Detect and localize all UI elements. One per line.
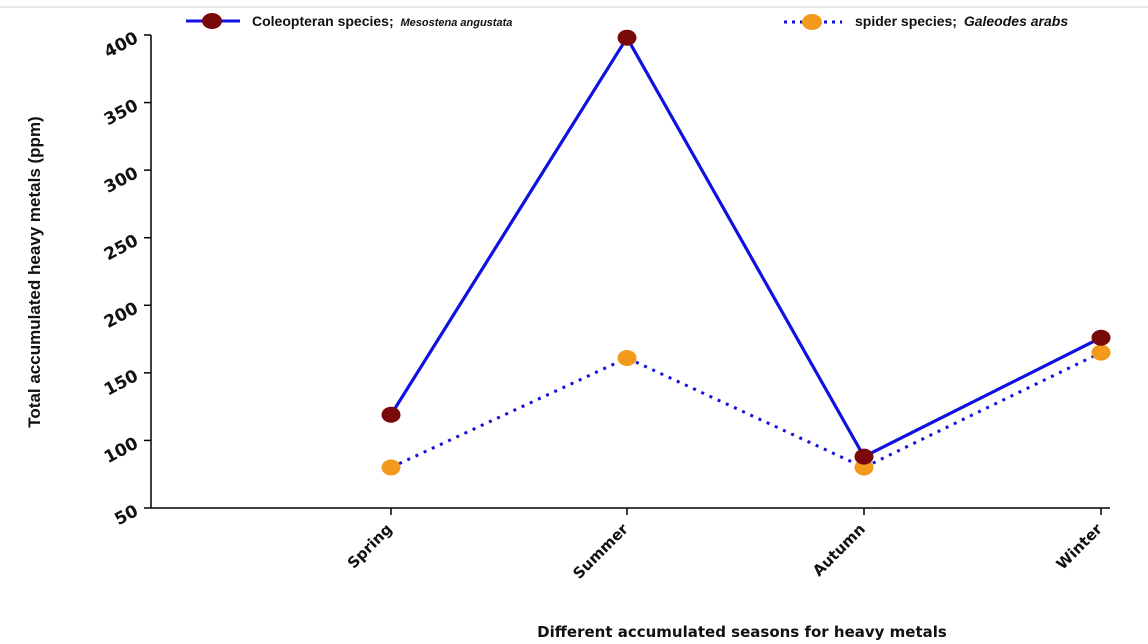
x-tick-label: Autumn [809, 520, 869, 580]
legend-species-spider: Galeodes arabs [964, 13, 1068, 29]
legend-marker-coleopteran [202, 13, 222, 29]
series-layer [381, 29, 1111, 476]
legend-label-coleopteran: Coleopteran species; [252, 13, 394, 29]
x-ticks: Spring Summer Autumn Winter [344, 508, 1106, 583]
legend-marker-spider [802, 14, 822, 30]
data-point-coleopteran [854, 448, 874, 465]
data-point-coleopteran [1091, 329, 1111, 346]
legend-item-coleopteran: Coleopteran species; Mesostena angustata [186, 13, 512, 29]
data-point-spider [1091, 344, 1111, 361]
svg-text:spider species; Galeod: spider species; Galeodes arabs [855, 13, 1068, 29]
x-tick-label: Summer [569, 520, 632, 583]
y-tick-label: 300 [101, 163, 142, 197]
legend: Coleopteran species; Mesostena angustata… [186, 13, 1068, 30]
y-tick-label: 400 [101, 28, 142, 62]
data-point-spider [617, 349, 637, 366]
y-tick-label: 350 [101, 96, 142, 130]
data-point-spider [381, 459, 401, 476]
x-axis-label: Different accumulated seasons for heavy … [537, 623, 947, 641]
y-tick-label: 200 [101, 298, 142, 332]
data-point-coleopteran [381, 406, 401, 423]
series-line-coleopteran [389, 34, 1102, 459]
y-tick-label: 250 [101, 231, 142, 265]
x-tick-label: Spring [344, 520, 396, 572]
y-axis-label: Total accumulated heavy metals (ppm) [25, 116, 44, 427]
data-point-coleopteran [617, 29, 637, 46]
legend-label-spider: spider species; [855, 13, 957, 29]
y-ticks: 50 100 150 200 250 300 350 400 [101, 28, 151, 530]
series-line-spider [390, 351, 1102, 470]
svg-text:Coleopteran species; M: Coleopteran species; Mesostena angustata [252, 13, 512, 29]
legend-item-spider: spider species; Galeodes arabs [784, 13, 1068, 30]
legend-species-coleopteran: Mesostena angustata [401, 17, 513, 29]
x-tick-label: Winter [1053, 520, 1107, 574]
y-tick-label: 150 [101, 366, 142, 400]
y-tick-label: 50 [111, 501, 141, 530]
y-tick-label: 100 [101, 434, 142, 468]
